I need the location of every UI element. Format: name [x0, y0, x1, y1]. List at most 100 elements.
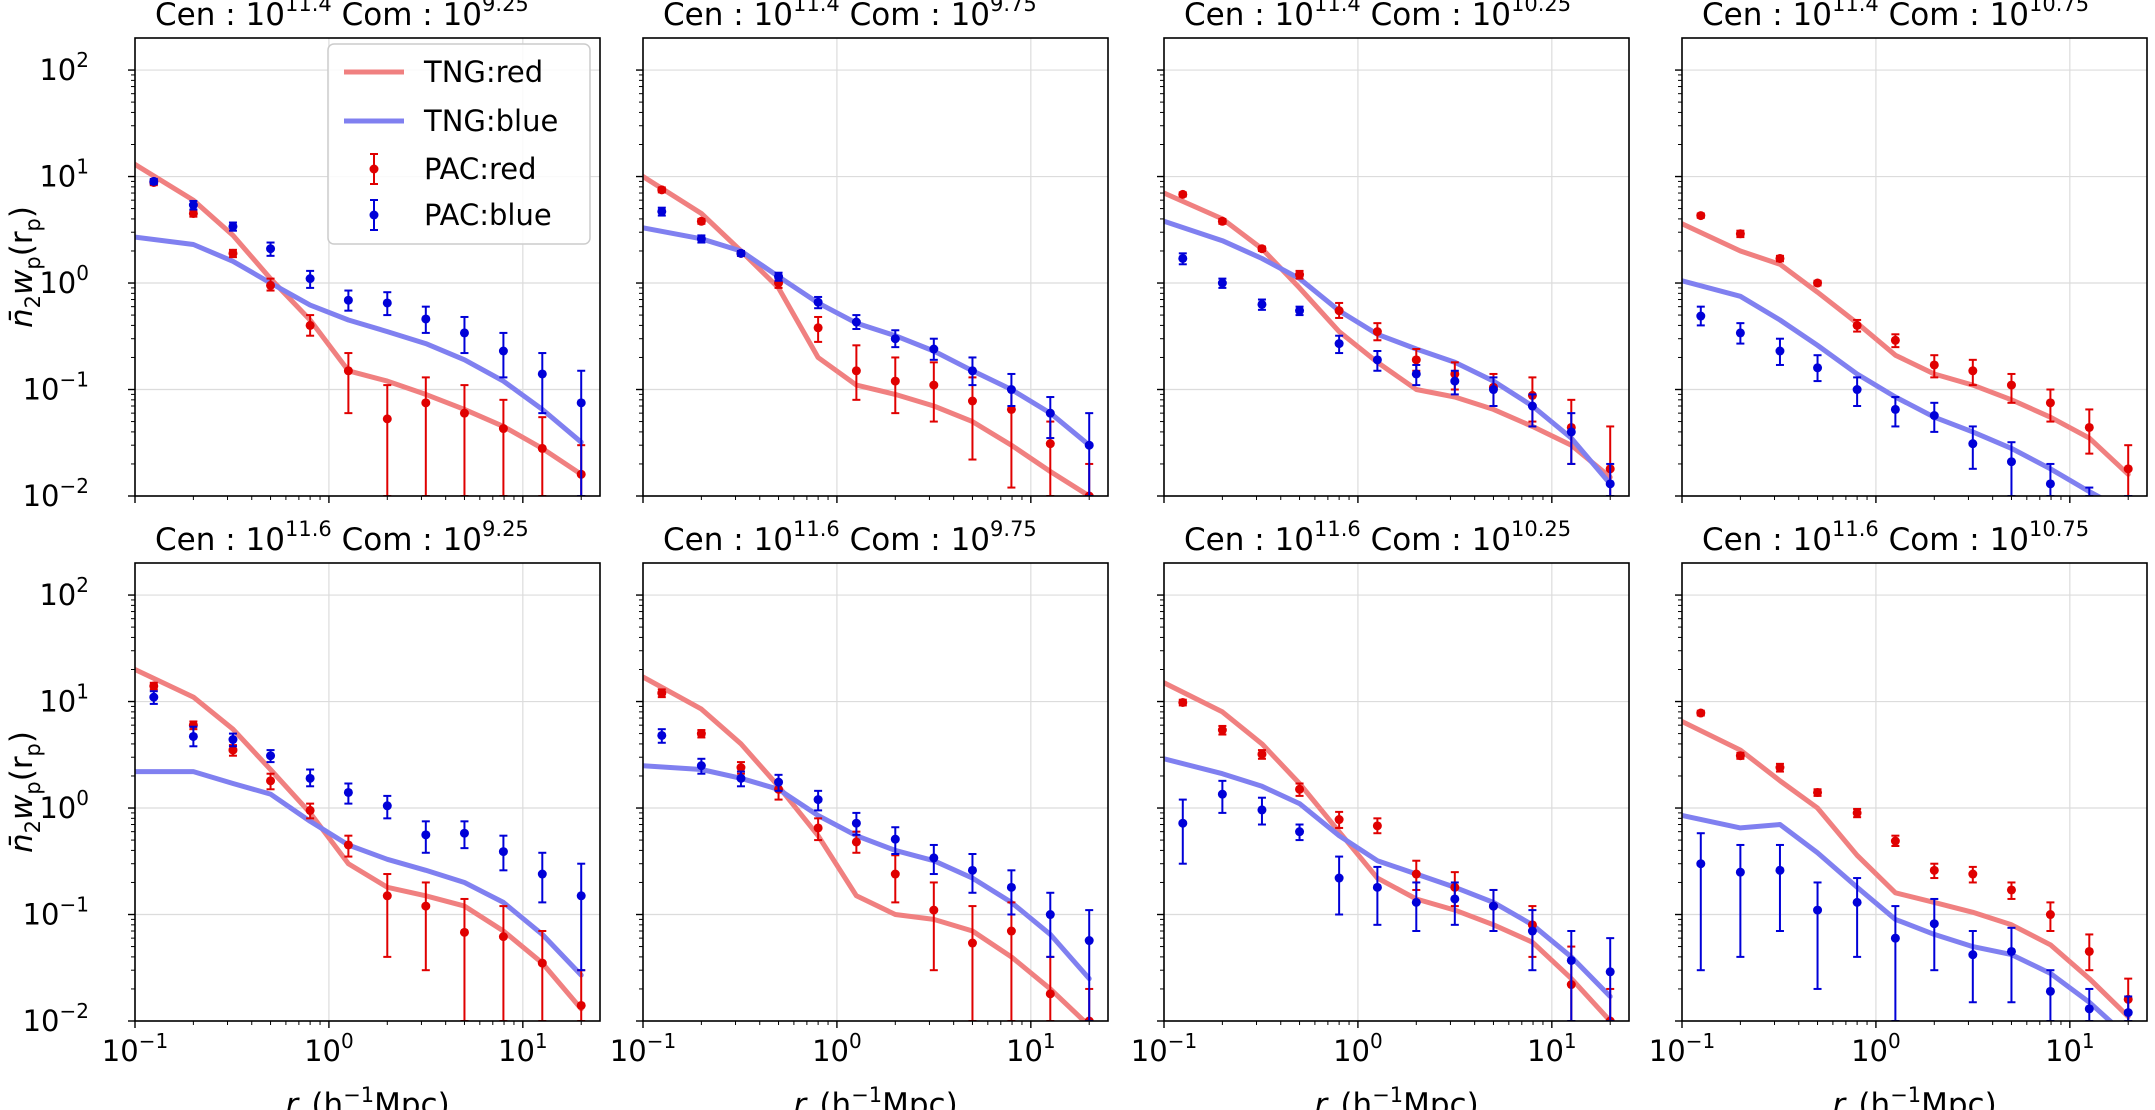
- pac-blue-point: [576, 891, 586, 901]
- panel-title: Cen : 1011.6 Com : 109.75: [663, 517, 1037, 558]
- pac-blue-point: [266, 751, 276, 761]
- x-label-r: r: [1832, 1087, 1847, 1110]
- tng-red-line: [1164, 190, 1613, 480]
- pac-blue-point: [1257, 299, 1267, 309]
- y-tick-exp: −1: [60, 893, 89, 917]
- pac-blue-point: [537, 369, 547, 379]
- pac-blue-point: [2124, 534, 2133, 543]
- pac-red-point: [459, 927, 469, 937]
- legend-label: TNG:blue: [423, 104, 558, 138]
- pac-blue-point: [537, 869, 547, 879]
- x-tick-base: 10: [2045, 1034, 2082, 1068]
- pac-blue-point: [228, 735, 238, 745]
- pac-red-point: [657, 185, 667, 195]
- y-tick-base: 10: [23, 1004, 60, 1038]
- pac-blue-point: [421, 830, 431, 840]
- pac-red-point: [851, 366, 861, 376]
- pac-red-point: [1968, 869, 1978, 879]
- pac-red-point: [929, 905, 939, 915]
- pac-blue-point: [1006, 385, 1016, 395]
- pac-red-point: [1217, 725, 1227, 735]
- pac-blue-point: [1605, 479, 1615, 489]
- pac-blue-point: [1084, 440, 1094, 450]
- axes-frame: [1681, 562, 2148, 1022]
- pac-red-point: [1045, 989, 1055, 999]
- pac-red-point: [1006, 926, 1016, 936]
- x-tick-base: 10: [498, 1034, 535, 1068]
- title-com-base: 10: [1472, 522, 1511, 558]
- pac-blue-point: [1775, 865, 1785, 875]
- pac-blue-point: [459, 828, 469, 838]
- y-axis-label: n̄2wp(rp): [4, 731, 45, 853]
- pac-blue-point: [890, 334, 900, 344]
- plot-area: [135, 161, 586, 496]
- tng-blue-line: [1682, 278, 2103, 496]
- pac-red-point: [736, 763, 746, 773]
- x-tick-label: 101: [1527, 1029, 1577, 1068]
- title-cen-base: 10: [754, 0, 793, 33]
- x-tick-label: 100: [1333, 1029, 1383, 1068]
- title-com-label: Com :: [1361, 0, 1472, 33]
- plot-area: [1682, 211, 2133, 543]
- title-com-exp: 9.75: [990, 517, 1037, 541]
- title-com-label: Com :: [332, 0, 443, 33]
- pac-blue-point: [305, 773, 315, 783]
- pac-red-point: [343, 366, 353, 376]
- pac-red-point: [813, 323, 823, 333]
- axes-frame: [642, 37, 1109, 497]
- panel-title: Cen : 1011.4 Com : 1010.75: [1702, 0, 2089, 33]
- x-tick-exp: 0: [1888, 1029, 1901, 1053]
- x-label-sub: p: [298, 1104, 311, 1110]
- pac-blue-point: [1929, 411, 1939, 421]
- y-tick-exp: 2: [76, 48, 89, 72]
- pac-blue-point: [382, 298, 392, 308]
- legend-box: [327, 43, 591, 245]
- x-tick-label: 100: [812, 1029, 862, 1068]
- x-tick-exp: 1: [1043, 1029, 1056, 1053]
- x-tick-exp: 0: [341, 1029, 354, 1053]
- panel-7: 10−1100101rp(h−1Mpc)Cen : 1011.6 Com : 1…: [1131, 517, 1630, 1110]
- pac-blue-point: [498, 346, 508, 356]
- axes-frame: [642, 562, 1109, 1022]
- x-label-unit-open: (h: [1858, 1087, 1890, 1110]
- panel-8: 10−1100101rp(h−1Mpc)Cen : 1011.6 Com : 1…: [1649, 517, 2148, 1110]
- title-cen-exp: 11.6: [1314, 517, 1361, 541]
- pac-red-point: [813, 823, 823, 833]
- pac-blue-point: [1527, 926, 1537, 936]
- title-cen-label: Cen :: [1702, 522, 1793, 558]
- title-cen-base: 10: [246, 522, 285, 558]
- pac-blue-point: [1372, 355, 1382, 365]
- x-tick-base: 10: [1851, 1034, 1888, 1068]
- pac-blue-point: [1929, 919, 1939, 929]
- pac-blue-point: [696, 761, 706, 771]
- y-tick-label: 100: [39, 786, 89, 825]
- x-label-unit-close: Mpc): [1403, 1087, 1479, 1110]
- y-tick-exp: −2: [60, 999, 89, 1023]
- panel-title: Cen : 1011.4 Com : 109.25: [155, 0, 529, 33]
- pac-red-point: [1813, 278, 1823, 288]
- pac-blue-point: [851, 317, 861, 327]
- x-label-unit-exp: −1: [343, 1083, 374, 1107]
- pac-blue-point: [1890, 404, 1900, 414]
- tng-blue-line: [1164, 756, 1613, 999]
- pac-red-point: [967, 396, 977, 406]
- title-cen-base: 10: [1793, 0, 1832, 33]
- axes-frame: [1163, 562, 1630, 1022]
- x-label-r: r: [285, 1087, 300, 1110]
- pac-red-point: [1334, 815, 1344, 825]
- pac-red-point: [188, 208, 198, 218]
- title-com-label: Com :: [1361, 522, 1472, 558]
- title-com-exp: 10.75: [2029, 517, 2089, 541]
- title-com-exp: 9.25: [482, 517, 529, 541]
- pac-red-point: [696, 216, 706, 226]
- y-tick-label: 101: [39, 680, 89, 719]
- y-label-nbar: n̄: [4, 308, 40, 328]
- tng-red-line: [135, 667, 584, 1012]
- x-label-unit-open: (h: [311, 1087, 343, 1110]
- x-tick-exp: −1: [1168, 1029, 1197, 1053]
- pac-blue-point: [1852, 385, 1862, 395]
- pac-red-point: [576, 1000, 586, 1010]
- pac-blue-point: [1696, 859, 1706, 869]
- tng-red-line: [643, 174, 1092, 496]
